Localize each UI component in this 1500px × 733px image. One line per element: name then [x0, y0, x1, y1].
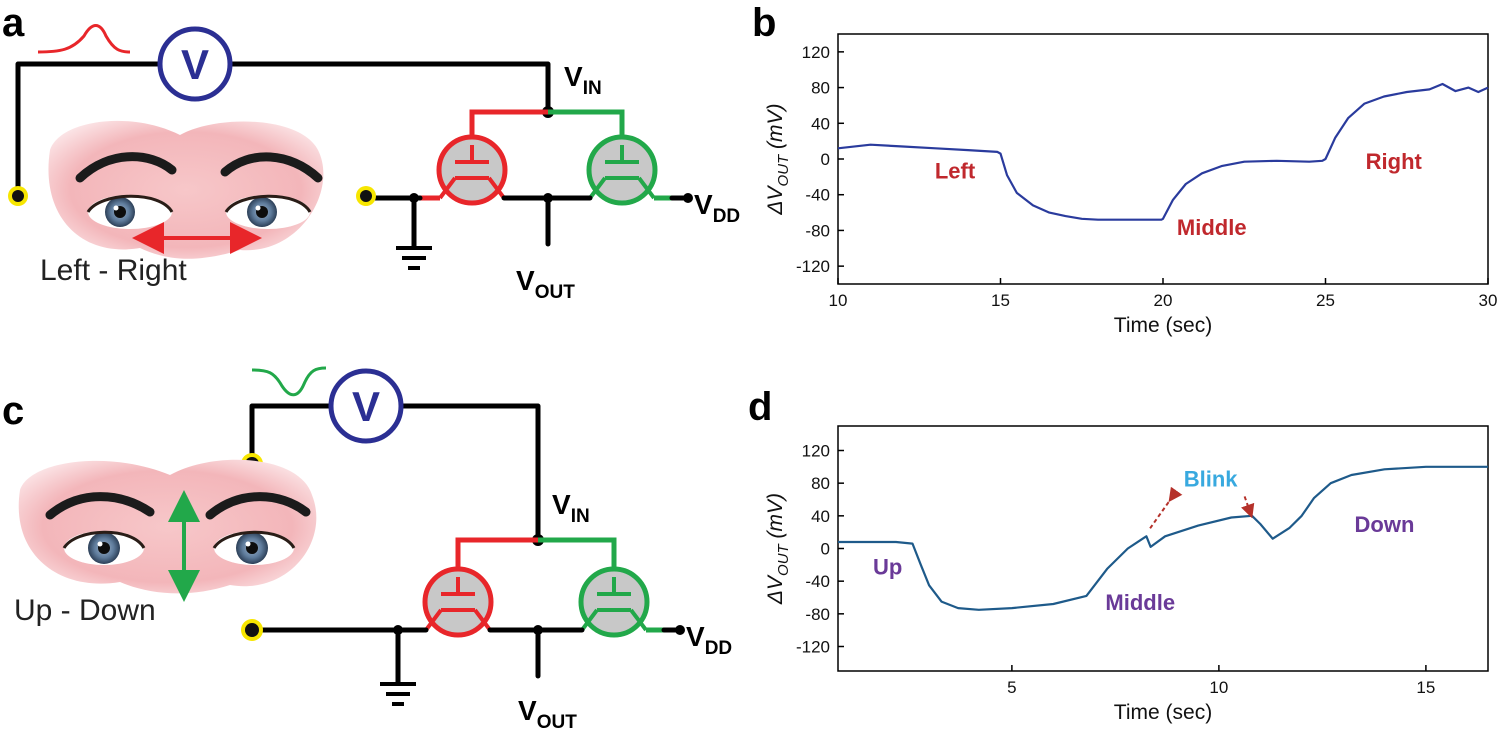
annotation-label: Blink	[1184, 466, 1239, 491]
y-axis-title-unit: (mV)	[764, 103, 787, 154]
y-tick-label: 40	[811, 114, 830, 133]
voltmeter-label-a: V	[181, 41, 209, 88]
panel-c: c V Up - Down	[2, 366, 732, 733]
x-axis-title: Time (sec)	[1114, 314, 1212, 337]
y-axis-title-main: ΔV	[764, 184, 787, 215]
plot-frame	[837, 425, 1489, 672]
y-tick-label: -120	[796, 638, 830, 657]
panel-letter-a: a	[2, 1, 25, 45]
voltmeter-c	[328, 368, 404, 444]
y-axis-title-unit: (mV)	[764, 493, 787, 544]
series-line-0	[837, 82, 1489, 221]
chart-d: 5 10 15 -120 -80 -40 0 40 80 120 Time (sec) ΔVOUT (…	[764, 425, 1489, 724]
y-tick-label: 120	[802, 442, 830, 461]
panel-letter-b: b	[752, 1, 776, 45]
y-tick-label: 120	[802, 43, 830, 62]
x-axis-title: Time (sec)	[1114, 701, 1212, 724]
x-tick-label: 10	[1209, 678, 1228, 697]
panel-letter-c: c	[2, 389, 24, 433]
n-type-transistor-c	[578, 566, 650, 638]
y-tick-label: -80	[805, 605, 830, 624]
y-tick-label: 40	[811, 507, 830, 526]
annotation-label: Left	[935, 159, 976, 184]
blink-arrow-right	[1241, 496, 1255, 519]
x-tick-label: 25	[1316, 291, 1335, 310]
voltmeter-label-c: V	[352, 383, 380, 430]
y-axis-title: ΔVOUT (mV)	[764, 493, 792, 605]
y-axis-title-sub: OUT	[775, 153, 792, 187]
vdd-label-c: VDD	[686, 621, 732, 659]
y-tick-label: 80	[811, 79, 830, 98]
ground-icon-c	[380, 682, 416, 706]
annotation-label: Up	[873, 555, 902, 580]
panel-a: a V Left - Right	[2, 1, 740, 303]
y-tick-label: -40	[805, 572, 830, 591]
y-tick-label: 0	[821, 150, 830, 169]
annotation-label: Down	[1355, 512, 1415, 537]
vout-label-c: VOUT	[518, 695, 577, 733]
y-axis-title-sub: OUT	[775, 542, 792, 576]
p-type-transistor-c	[422, 566, 494, 638]
y-tick-label: -120	[796, 257, 830, 276]
vdd-label-a: VDD	[694, 189, 740, 227]
green-dip-icon	[251, 366, 327, 397]
panel-d: d 5 10 15 -120 -80 -40 0 40 80 120 Time (sec) ΔVOUT…	[748, 385, 1489, 724]
face-illustration-c	[18, 459, 317, 594]
y-axis-title: ΔVOUT (mV)	[764, 103, 792, 215]
x-tick-label: 20	[1154, 291, 1173, 310]
x-tick-label: 30	[1479, 291, 1498, 310]
vout-label-a: VOUT	[516, 265, 575, 303]
y-tick-label: 80	[811, 474, 830, 493]
panel-letter-d: d	[748, 385, 772, 429]
x-tick-label: 15	[1416, 678, 1435, 697]
n-type-transistor-a	[586, 134, 658, 206]
vin-label-a: VIN	[564, 61, 602, 99]
series-line-0	[838, 465, 1488, 611]
eye-motion-label-a: Left - Right	[40, 254, 187, 287]
eye-motion-label-c: Up - Down	[14, 594, 156, 627]
p-type-transistor-a	[436, 134, 508, 206]
vin-label-c: VIN	[552, 489, 590, 527]
annotation-label: Right	[1366, 149, 1423, 174]
y-tick-label: -80	[805, 221, 830, 240]
annotation-label: Middle	[1177, 215, 1247, 240]
y-axis-title-main: ΔV	[764, 574, 787, 605]
voltmeter-a	[157, 26, 233, 102]
y-tick-label: 0	[821, 540, 830, 559]
ground-icon-a	[396, 246, 432, 270]
annotation-label: Middle	[1105, 590, 1175, 615]
blink-arrow-left	[1147, 486, 1183, 532]
panel-b: b 10 15 20 25 30 -120 -80 -40 0 40 80 120 Time (sec)…	[752, 1, 1497, 337]
red-pulse-icon	[37, 24, 131, 54]
y-tick-label: -40	[805, 186, 830, 205]
x-tick-label: 15	[991, 291, 1010, 310]
chart-b: 10 15 20 25 30 -120 -80 -40 0 40 80 120 Time (sec) ΔV…	[764, 33, 1498, 337]
x-tick-label: 10	[829, 291, 848, 310]
x-tick-label: 5	[1007, 678, 1016, 697]
